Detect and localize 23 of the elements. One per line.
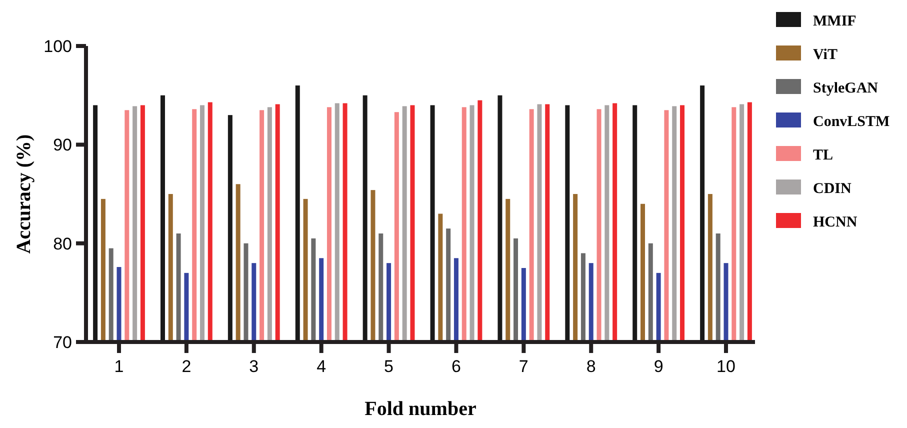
x-tick-label: 4 [316,357,326,376]
legend-label: ViT [813,46,838,63]
legend-label: ConvLSTM [813,114,890,130]
y-tick-label: 90 [53,136,72,155]
y-tick-label: 70 [53,332,72,352]
legend-label: StyleGAN [813,80,878,96]
legend-label: HCNN [813,214,858,230]
x-tick-label: 8 [586,357,596,376]
x-tick-label: 7 [518,357,528,376]
y-axis-title: Accuracy (%) [13,134,35,254]
x-tick-label: 9 [654,357,664,376]
x-tick-label: 6 [451,357,461,376]
x-tick-label: 5 [384,357,394,376]
x-tick-label: 1 [114,357,124,376]
x-tick-label: 10 [716,357,736,376]
x-tick-label: 2 [182,357,192,376]
y-tick-label: 100 [44,36,72,56]
x-tick-label: 3 [249,357,259,376]
y-tick-label: 80 [53,234,72,254]
x-axis-title: Fold number [364,398,476,420]
legend-label: TL [813,147,834,164]
legend-label: CDIN [813,180,852,197]
legend-label: MMIF [813,13,856,30]
